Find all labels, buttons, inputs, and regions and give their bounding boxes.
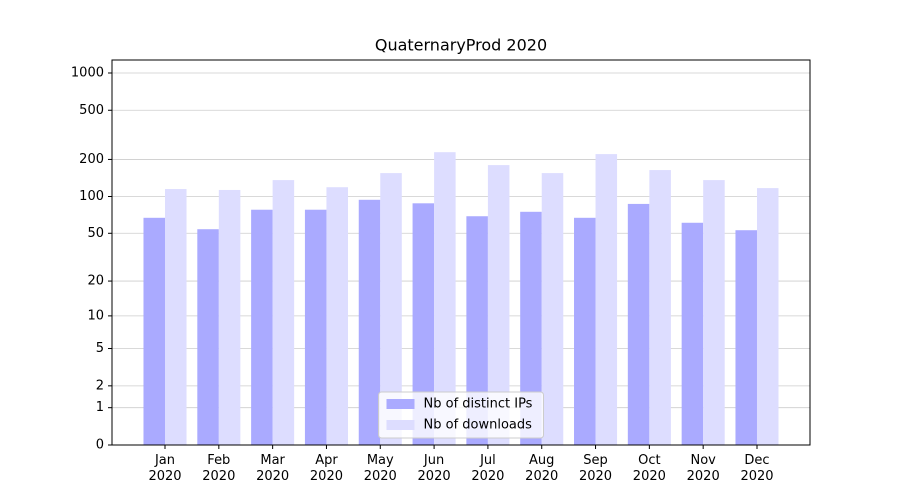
y-tick-label: 10 (87, 308, 104, 323)
bar (165, 189, 187, 445)
bar (434, 152, 456, 445)
bar (380, 173, 402, 445)
bar (251, 209, 273, 445)
x-tick-label: Dec 2020 (740, 453, 774, 484)
y-tick-label: 50 (87, 226, 104, 241)
y-tick-label: 1 (96, 400, 104, 415)
y-tick-label: 2 (96, 378, 104, 393)
y-tick-label: 20 (87, 274, 104, 289)
bar (197, 229, 219, 445)
bar (304, 209, 327, 445)
x-tick-label: Nov 2020 (686, 453, 720, 484)
legend-label: Nb of downloads (424, 418, 533, 433)
bar (487, 165, 510, 445)
x-tick-label: Jul 2020 (471, 453, 505, 484)
bar (703, 180, 725, 445)
x-tick-label: Apr 2020 (309, 453, 343, 484)
bar (574, 217, 596, 445)
legend-frame (378, 391, 544, 439)
y-tick-label: 1000 (71, 65, 104, 80)
bar (649, 170, 671, 445)
x-tick-label: May 2020 (363, 453, 397, 484)
y-tick-label: 5 (96, 341, 104, 356)
y-tick-label: 200 (79, 152, 104, 167)
bar (412, 203, 435, 445)
bar (466, 216, 488, 445)
y-tick-label: 500 (79, 103, 104, 118)
legend: Nb of distinct IPs Nb of downloads (378, 391, 544, 439)
legend-label: Nb of distinct IPs (424, 397, 533, 412)
bar (541, 173, 564, 445)
x-tick-label: Oct 2020 (632, 453, 666, 484)
legend-swatch (386, 420, 415, 430)
bar (681, 222, 704, 445)
y-tick-label: 0 (96, 438, 104, 453)
bar (595, 154, 618, 445)
x-tick-label: Jun 2020 (417, 453, 451, 484)
bar (272, 180, 295, 445)
bar (143, 217, 166, 445)
chart-title: QuaternaryProd 2020 (375, 36, 547, 55)
x-tick-label: Mar 2020 (256, 453, 290, 484)
plot-frame (111, 59, 811, 446)
bar (358, 199, 381, 445)
x-tick-label: Feb 2020 (202, 453, 236, 484)
bar (756, 188, 779, 445)
x-tick-label: Sep 2020 (578, 453, 613, 484)
bar (326, 187, 348, 445)
y-tick-label: 100 (79, 189, 104, 204)
legend-swatch (386, 399, 415, 409)
bar (627, 203, 650, 445)
bar (218, 189, 241, 445)
x-tick-label: Aug 2020 (525, 453, 559, 484)
bar (520, 211, 542, 445)
bar (735, 230, 757, 445)
x-tick-label: Jan 2020 (148, 453, 182, 484)
